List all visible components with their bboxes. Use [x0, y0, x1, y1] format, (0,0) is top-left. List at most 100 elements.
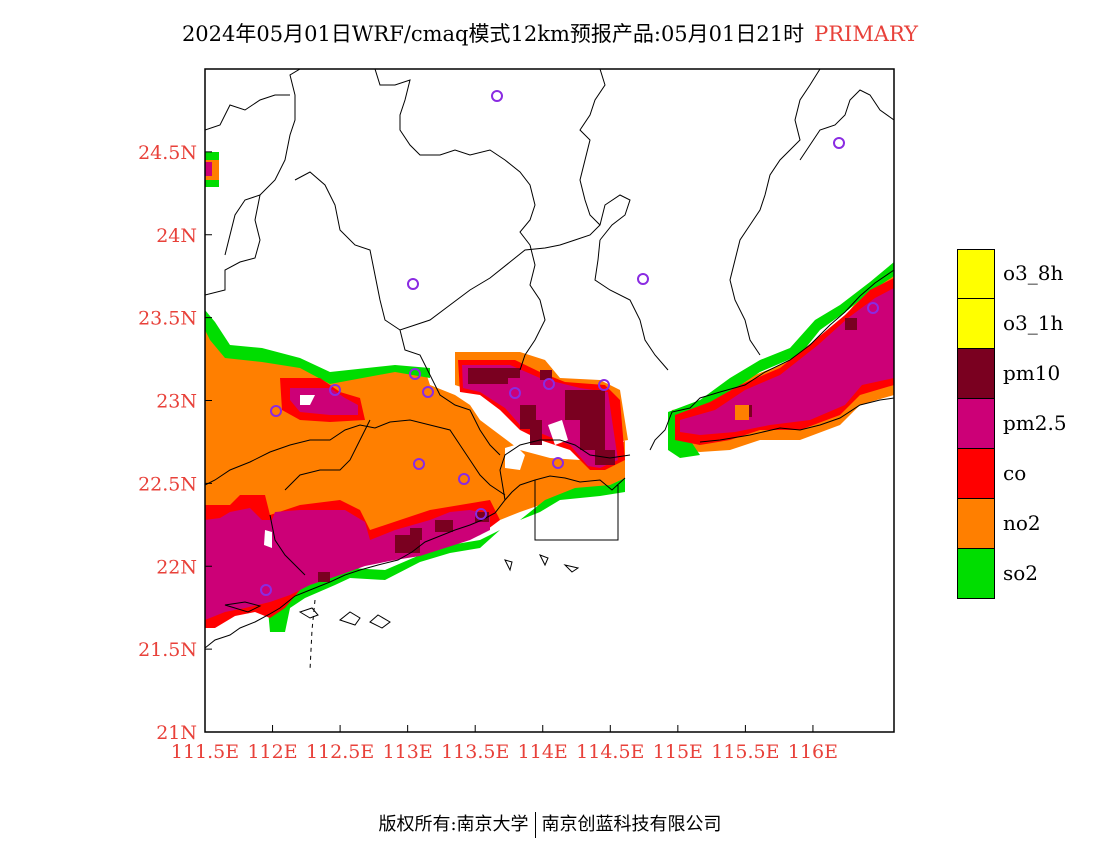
legend-swatch — [957, 549, 995, 599]
x-tick-label: 113.5E — [441, 741, 509, 763]
bay-hole-4 — [300, 395, 315, 405]
x-tick-label: 113E — [383, 741, 433, 763]
station-marker — [409, 368, 421, 380]
legend-swatch — [957, 299, 995, 349]
station-marker — [552, 457, 564, 469]
footer-left: 版权所有:南京大学 — [378, 814, 529, 835]
prefecture-3 — [579, 69, 606, 226]
legend-swatch — [957, 499, 995, 549]
legend-swatch — [957, 449, 995, 499]
station-marker — [637, 273, 649, 285]
island-6 — [538, 554, 549, 567]
legend-label: co — [1003, 461, 1027, 485]
legend-swatch — [957, 399, 995, 449]
y-tick-label: 22N — [156, 556, 197, 578]
so2-fringe-east — [668, 262, 894, 458]
station-marker — [407, 278, 419, 290]
y-tick-label: 24N — [156, 225, 197, 247]
prefecture-5 — [729, 69, 821, 356]
legend-item: co — [957, 449, 1097, 499]
prefecture-11 — [284, 419, 371, 491]
station-marker — [509, 387, 521, 399]
province-border-n — [205, 69, 301, 296]
coastline-east-lower — [699, 397, 894, 443]
pm10-cells — [318, 318, 857, 582]
legend-label: o3_8h — [1003, 261, 1064, 285]
prefecture-6 — [799, 89, 894, 161]
legend-label: so2 — [1003, 561, 1039, 585]
x-tick-label: 114.5E — [576, 741, 644, 763]
y-tick-label: 23.5N — [138, 308, 197, 330]
station-marker — [475, 508, 487, 520]
legend-swatch — [957, 249, 995, 299]
station-marker — [598, 379, 610, 391]
x-tick-label: 111.5E — [171, 741, 239, 763]
y-tick-label: 24.5N — [138, 142, 197, 164]
coastline-west — [205, 475, 626, 649]
station-marker — [543, 378, 555, 390]
legend: o3_8h o3_1h pm10 pm2.5 co no2 so2 — [957, 249, 1097, 599]
chart-title: 2024年05月01日WRF/cmaq模式12km预报产品:05月01日21时 P… — [0, 18, 1100, 48]
legend-item: so2 — [957, 549, 1097, 599]
prefecture-4 — [594, 239, 669, 371]
prefecture-10 — [205, 419, 506, 496]
legend-item: pm10 — [957, 349, 1097, 399]
province-border-2 — [205, 94, 290, 131]
prefecture-9 — [224, 194, 261, 256]
x-tick-label: 112.5E — [306, 741, 374, 763]
boundaries — [205, 69, 894, 671]
legend-swatch — [957, 349, 995, 399]
pm25-region-east — [680, 288, 894, 435]
x-tick-label: 116E — [788, 741, 838, 763]
island-5 — [504, 559, 513, 572]
y-tick-label: 21N — [156, 722, 197, 744]
x-tick-label: 112E — [247, 741, 297, 763]
so2-fringe-south — [268, 478, 625, 632]
prefecture-12 — [269, 514, 306, 576]
island-3 — [369, 614, 391, 629]
prefecture-1 — [294, 171, 631, 331]
patch-nw-pm25 — [205, 162, 212, 176]
footer-divider — [534, 812, 536, 838]
prefecture-8 — [399, 329, 501, 456]
x-tick-label: 115.5E — [711, 741, 779, 763]
legend-item: o3_8h — [957, 249, 1097, 299]
legend-label: pm10 — [1003, 361, 1061, 385]
x-axis: 111.5E 112E 112.5E 113E 113.5E 114E 114.5E 115E… — [171, 725, 838, 763]
island-7 — [563, 564, 580, 573]
coastline-east — [649, 269, 894, 451]
bay-hole-2 — [548, 420, 568, 445]
station-markers — [260, 90, 879, 596]
station-marker — [413, 458, 425, 470]
footer-right: 南京创蓝科技有限公司 — [541, 814, 722, 835]
island-1 — [298, 607, 319, 619]
pm25-region-north — [290, 388, 358, 415]
hk-box — [534, 480, 619, 541]
patch-east-no2 — [735, 405, 749, 420]
y-axis: 24.5N 24N 23.5N 23N 22.5N 22N 21.5N 21N — [138, 142, 212, 744]
coastline-pearl — [499, 439, 631, 501]
x-tick-label: 114E — [518, 741, 568, 763]
legend-label: no2 — [1003, 511, 1041, 535]
station-marker — [329, 384, 341, 396]
so2-fringe-north — [205, 310, 430, 384]
island-4 — [224, 601, 262, 613]
island-2 — [338, 611, 361, 626]
title-tag: PRIMARY — [814, 22, 919, 46]
station-marker — [833, 137, 845, 149]
legend-label: pm2.5 — [1003, 411, 1067, 435]
prefecture-2 — [374, 69, 536, 246]
station-marker — [270, 405, 282, 417]
bay-hole-3 — [264, 530, 272, 548]
legend-item: pm2.5 — [957, 399, 1097, 449]
station-marker — [458, 473, 470, 485]
legend-item: no2 — [957, 499, 1097, 549]
y-tick-label: 21.5N — [138, 639, 197, 661]
prefecture-7 — [519, 244, 546, 371]
y-tick-label: 23N — [156, 391, 197, 413]
title-main: 2024年05月01日WRF/cmaq模式12km预报产品:05月01日21时 — [181, 22, 805, 46]
x-tick-label: 115E — [653, 741, 703, 763]
footer: 版权所有:南京大学 南京创蓝科技有限公司 — [0, 810, 1100, 838]
dashed-line — [309, 599, 316, 671]
